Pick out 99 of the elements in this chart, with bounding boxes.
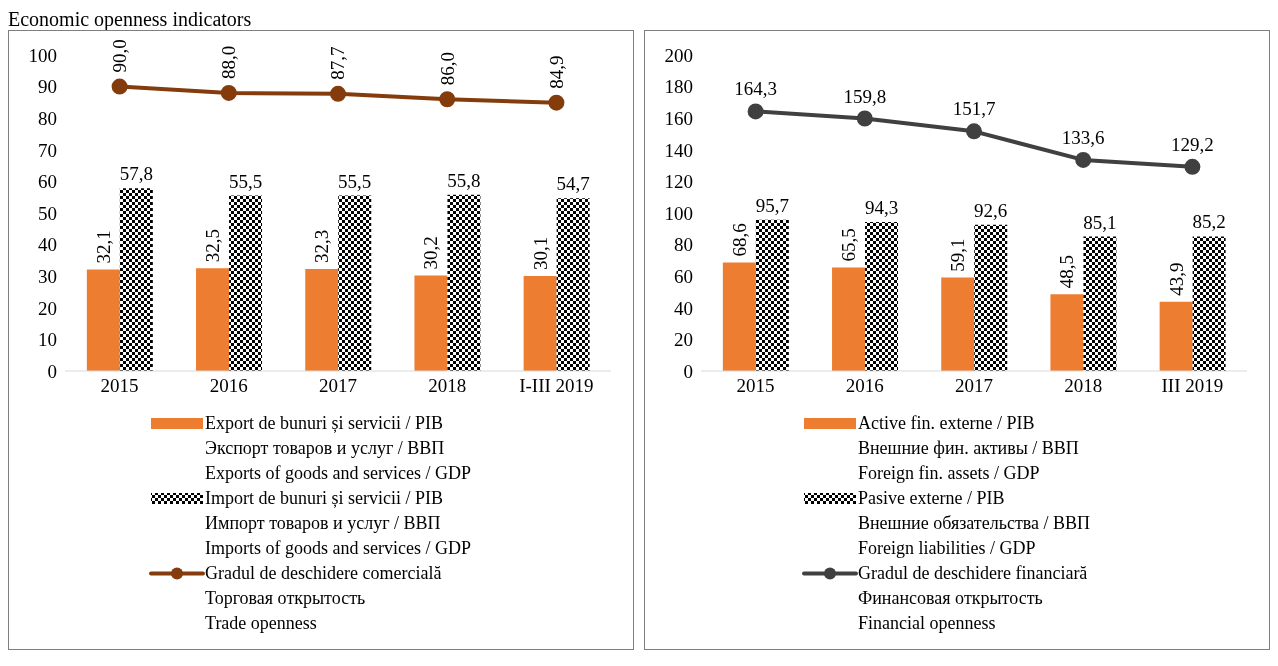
data-label: 43,9 [1165,262,1187,296]
y-tick-label: 20 [38,297,57,319]
x-tick-label: 2015 [100,375,139,397]
bar [229,195,263,371]
data-label: 54,7 [556,173,590,195]
legend-label: Gradul de deschidere comercială Торговая открытость Trade openness [205,562,442,635]
legend-label: Gradul de deschidere financiară Финансовая открытость Financial openness [857,562,1088,635]
data-label: 95,7 [755,194,789,216]
legend-label: Active fin. externe / PIB Внешние фин. активы / ВВП Foreign fin. assets / GDP [857,412,1079,485]
y-tick-label: 30 [38,265,57,287]
data-label: 55,5 [228,170,263,192]
y-tick-label: 60 [674,265,693,287]
data-label: 87,7 [327,46,349,80]
legend-label: Import de bunuri și servicii / PIB Импорт товаров и услуг / ВВП Imports of goods and services / GDP [205,487,471,560]
data-label: 92,6 [974,199,1008,221]
y-tick-label: 180 [664,76,693,98]
legend-label: Export de bunuri și servicii / PIB Экспорт товаров и услуг / ВВП Exports of goods and services / GDP [205,412,471,485]
x-tick-label: 2015 [736,375,775,397]
point [111,78,128,95]
bar [1083,236,1117,371]
data-label: 85,1 [1083,211,1117,233]
bar [338,195,372,371]
bar [86,269,120,371]
point [548,94,565,111]
data-label: 94,3 [864,197,899,219]
y-tick-label: 60 [38,171,57,193]
x-tick-label: 2016 [209,375,248,397]
point [856,110,873,127]
x-tick-label: 2017 [319,375,357,397]
data-label: 90,0 [109,39,131,73]
y-tick-label: 50 [38,202,57,224]
data-label: 55,8 [447,169,481,191]
y-tick-label: 160 [664,107,693,129]
bar [305,268,339,371]
data-label: 30,2 [420,236,442,270]
y-tick-label: 140 [664,139,693,161]
data-label: 57,8 [119,163,153,185]
data-label: 84,9 [545,55,567,89]
y-tick-label: 70 [38,139,57,161]
legend-label: Pasive externe / PIB Внешние обязательства / ВВП Foreign liabilities / GDP [857,487,1091,560]
bar [556,198,590,371]
data-label: 86,0 [436,51,458,86]
point [330,85,346,102]
bar [865,222,899,371]
data-label: 32,3 [311,229,333,263]
bar [755,219,789,371]
bar [722,262,756,371]
y-tick-label: 90 [38,76,57,98]
data-label: 129,2 [1171,133,1214,155]
data-label: 88,0 [218,45,240,79]
data-label: 164,3 [734,78,777,100]
y-tick-label: 120 [664,171,693,193]
data-label: 85,2 [1192,211,1226,233]
bar [941,277,975,371]
point [747,103,764,120]
x-tick-label: III 2019 [1161,375,1224,397]
data-label: 59,1 [947,238,969,272]
chart-title: Economic openness indicators [8,8,253,30]
x-tick-label: 2017 [955,375,993,397]
point [966,123,982,140]
y-tick-label: 40 [38,234,57,256]
data-label: 151,7 [952,98,996,120]
bar [414,275,448,371]
bar [196,268,230,371]
y-tick-label: 0 [683,360,693,382]
data-label: 48,5 [1056,255,1078,289]
y-tick-label: 0 [47,360,57,382]
bar [832,267,866,371]
y-tick-label: 40 [674,297,693,319]
bar [1159,301,1193,371]
bar [447,194,481,371]
point [1075,151,1092,168]
y-tick-label: 200 [664,44,693,66]
data-label: 159,8 [843,85,887,107]
data-label: 32,5 [202,229,224,263]
bar [1192,236,1226,371]
data-label: 55,5 [338,170,372,192]
y-tick-label: 100 [28,44,57,66]
y-tick-label: 100 [664,202,693,224]
data-label: 68,6 [728,223,750,257]
bar [523,275,557,371]
data-label: 30,1 [529,236,551,270]
bar [119,188,153,371]
y-tick-label: 10 [38,329,57,351]
x-tick-label: 2018 [1064,375,1103,397]
data-label: 32,1 [92,230,114,264]
point [220,84,237,101]
data-label: 133,6 [1061,126,1105,148]
y-tick-label: 20 [674,329,693,351]
bar [974,224,1008,371]
y-tick-label: 80 [674,234,693,256]
data-label: 65,5 [838,228,860,262]
y-tick-label: 80 [38,107,57,129]
bar [1050,294,1084,371]
x-tick-label: 2018 [428,375,467,397]
x-tick-label: 2016 [845,375,884,397]
point [439,91,456,108]
point [1184,158,1201,175]
x-tick-label: I-III 2019 [519,375,594,397]
